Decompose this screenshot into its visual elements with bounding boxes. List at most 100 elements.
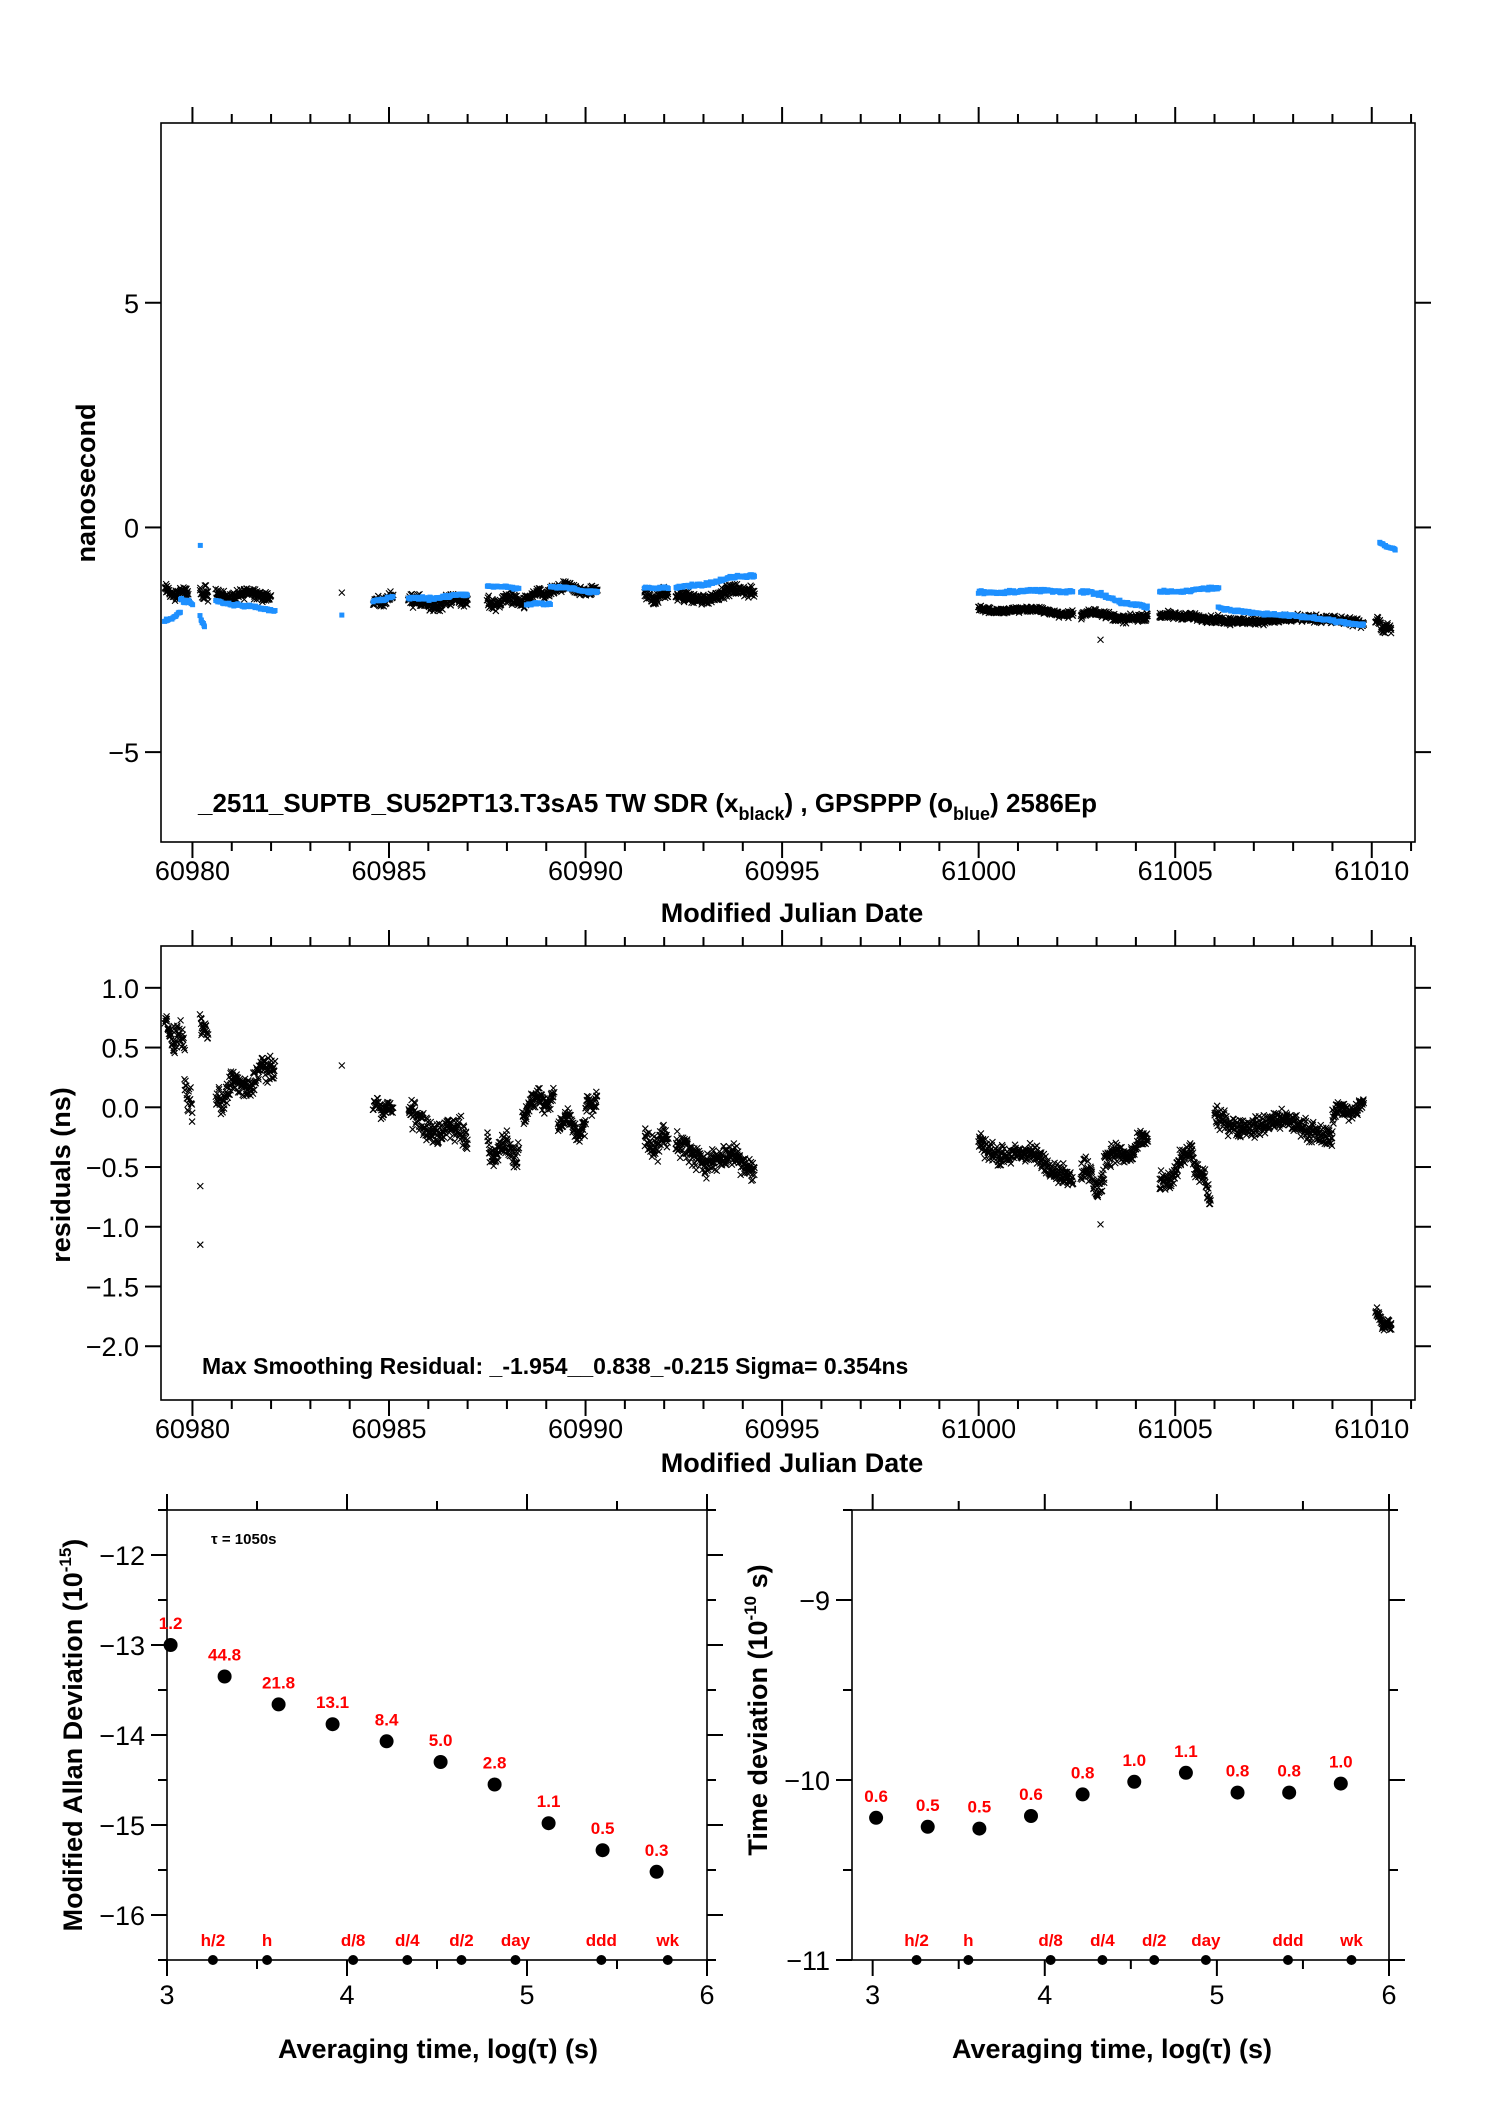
data-point-x — [1113, 1157, 1121, 1165]
data-point-x — [734, 1148, 742, 1155]
data-point-x — [703, 1175, 710, 1182]
timeseries-ytick-label: −5 — [108, 738, 139, 768]
data-point-x — [1084, 1157, 1092, 1165]
residuals-xtick-label: 60985 — [351, 1414, 426, 1444]
data-point-x — [484, 1129, 491, 1136]
data-point-x — [494, 1156, 502, 1164]
data-point-x — [737, 1171, 745, 1179]
data-point-x — [184, 590, 192, 598]
data-point-o — [1361, 621, 1367, 627]
data-point-o — [1070, 589, 1076, 595]
data-point-x — [179, 1036, 187, 1043]
data-point-x — [338, 1062, 346, 1069]
data-point-x — [641, 1125, 649, 1132]
data-point-x — [267, 1061, 274, 1069]
data-point-x — [590, 1097, 598, 1105]
data-point-o — [464, 592, 470, 598]
data-point-x — [464, 1136, 471, 1144]
data-point-x — [1387, 626, 1395, 634]
data-point-x — [223, 1099, 231, 1107]
data-point-x — [564, 1105, 572, 1112]
data-point-x — [180, 1034, 188, 1042]
residuals-xtick-label: 61010 — [1334, 1414, 1409, 1444]
data-point-x — [1144, 612, 1151, 620]
residuals-ytick-label: 1.0 — [101, 974, 139, 1004]
annotation-sub-blue: blue — [953, 804, 990, 824]
data-point-x — [1118, 1143, 1125, 1151]
residuals-ytick-label: −0.5 — [86, 1153, 139, 1183]
data-point-x — [196, 1011, 204, 1018]
data-point-x — [187, 1084, 194, 1091]
data-point-o — [197, 613, 203, 619]
residuals-ytick-label: 0.5 — [101, 1034, 139, 1064]
data-point-x — [1206, 1195, 1214, 1202]
data-point-x — [188, 1118, 196, 1125]
timeseries-xtick-label: 61005 — [1138, 856, 1213, 886]
data-point-x — [254, 1073, 262, 1081]
data-point-x — [202, 582, 210, 589]
residuals-ytick-label: −2.0 — [86, 1332, 139, 1362]
data-point-x — [718, 584, 725, 591]
data-point-x — [163, 1018, 171, 1025]
residuals-xtick-label: 60990 — [548, 1414, 623, 1444]
residuals-frame — [160, 945, 1416, 1401]
data-point-x — [424, 1118, 432, 1126]
data-point-x — [250, 1086, 258, 1094]
data-point-x — [664, 593, 672, 601]
data-point-x — [215, 1083, 223, 1091]
data-point-x — [513, 1163, 521, 1171]
data-point-x — [503, 1135, 511, 1143]
data-point-x — [1098, 1172, 1105, 1179]
data-point-x — [645, 1129, 653, 1137]
data-point-x — [1171, 1174, 1178, 1182]
data-point-x — [711, 1166, 719, 1174]
data-point-x — [185, 1087, 193, 1095]
data-point-x — [454, 1121, 462, 1129]
timeseries-xtick-label: 60985 — [351, 856, 426, 886]
data-point-x — [181, 1046, 189, 1054]
data-point-x — [1204, 1184, 1212, 1192]
data-point-x — [270, 1067, 278, 1075]
data-point-x — [544, 1106, 552, 1114]
data-point-x — [1167, 1180, 1175, 1188]
annotation-suffix: ) 2586Ep — [990, 788, 1097, 818]
data-point-x — [655, 1148, 663, 1155]
data-point-x — [713, 1167, 721, 1175]
data-point-x — [514, 1146, 522, 1154]
data-point-x — [1237, 1133, 1244, 1141]
data-point-x — [173, 1022, 181, 1030]
data-point-x — [588, 1112, 596, 1120]
data-point-x — [676, 1154, 684, 1162]
series-gpsppp — [162, 539, 1398, 630]
data-point-x — [196, 1182, 204, 1190]
data-point-o — [594, 588, 600, 594]
timeseries-frame — [160, 122, 1416, 843]
data-point-x — [673, 1128, 681, 1135]
data-point-x — [492, 1157, 500, 1165]
timeseries-ytick-label: 5 — [124, 289, 139, 319]
data-point-x — [338, 589, 346, 596]
data-point-x — [1066, 1169, 1074, 1177]
data-point-x — [204, 588, 212, 595]
data-point-x — [439, 606, 446, 613]
data-point-x — [462, 1128, 470, 1136]
data-point-o — [1392, 547, 1398, 553]
residuals-ytick-label: −1.0 — [86, 1213, 139, 1243]
data-point-x — [511, 1154, 519, 1161]
data-point-x — [1216, 1126, 1224, 1134]
data-point-x — [1094, 1193, 1102, 1201]
data-point-x — [188, 1109, 196, 1117]
data-point-x — [1144, 1138, 1152, 1145]
data-point-x — [202, 1022, 210, 1030]
data-point-x — [733, 1142, 741, 1150]
data-point-x — [389, 1104, 397, 1112]
data-point-o — [426, 597, 432, 603]
data-point-x — [1069, 609, 1077, 617]
data-point-x — [457, 1112, 465, 1120]
data-point-x — [749, 1159, 757, 1167]
timeseries-xtick-label: 61000 — [941, 856, 1016, 886]
data-point-x — [651, 1150, 659, 1158]
data-point-x — [665, 1135, 672, 1142]
data-point-x — [546, 1105, 554, 1113]
data-point-x — [1046, 1161, 1053, 1169]
